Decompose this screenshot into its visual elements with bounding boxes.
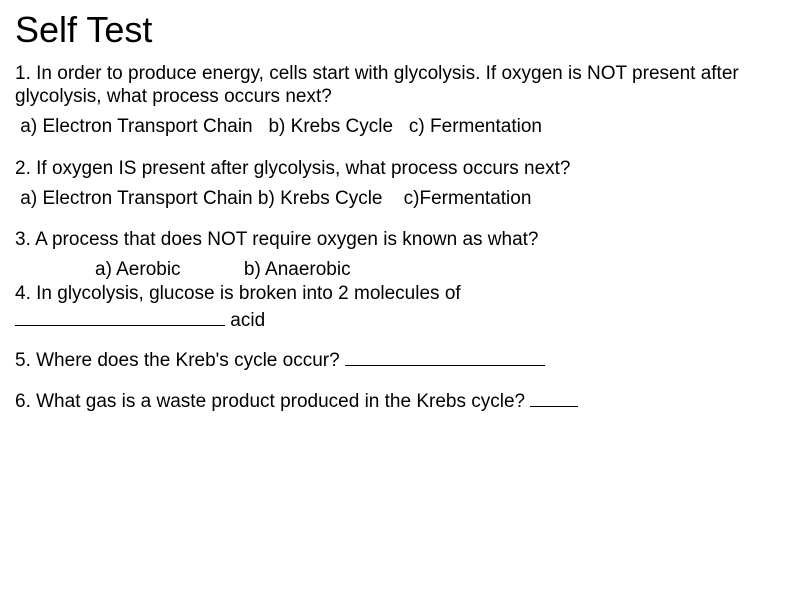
- question-6-text: 6. What gas is a waste product produced …: [15, 391, 530, 412]
- page-title: Self Test: [15, 10, 785, 50]
- fill-blank-5[interactable]: [345, 346, 545, 366]
- question-4-prefix: 4. In glycolysis, glucose is broken into…: [15, 283, 461, 304]
- option-1a: a) Electron Transport Chain b) Krebs Cyc…: [15, 116, 542, 137]
- option-3a: a) Aerobic b) Anaerobic: [95, 259, 351, 280]
- fill-blank-4[interactable]: [15, 306, 225, 326]
- question-4: 4. In glycolysis, glucose is broken into…: [15, 282, 785, 333]
- question-4-suffix: acid: [225, 310, 265, 331]
- option-2a: a) Electron Transport Chain b) Krebs Cyc…: [15, 188, 531, 209]
- question-6: 6. What gas is a waste product produced …: [15, 387, 785, 414]
- fill-blank-6[interactable]: [530, 387, 578, 407]
- question-2: 2. If oxygen IS present after glycolysis…: [15, 157, 785, 181]
- question-3-options: a) Aerobic b) Anaerobic: [15, 258, 785, 282]
- question-5-text: 5. Where does the Kreb's cycle occur?: [15, 350, 345, 371]
- question-1: 1. In order to produce energy, cells sta…: [15, 62, 785, 110]
- question-list: 1. In order to produce energy, cells sta…: [15, 62, 785, 414]
- question-2-options: a) Electron Transport Chain b) Krebs Cyc…: [15, 187, 785, 211]
- question-5: 5. Where does the Kreb's cycle occur?: [15, 346, 785, 373]
- question-1-options: a) Electron Transport Chain b) Krebs Cyc…: [15, 115, 785, 139]
- question-3: 3. A process that does NOT require oxyge…: [15, 228, 785, 252]
